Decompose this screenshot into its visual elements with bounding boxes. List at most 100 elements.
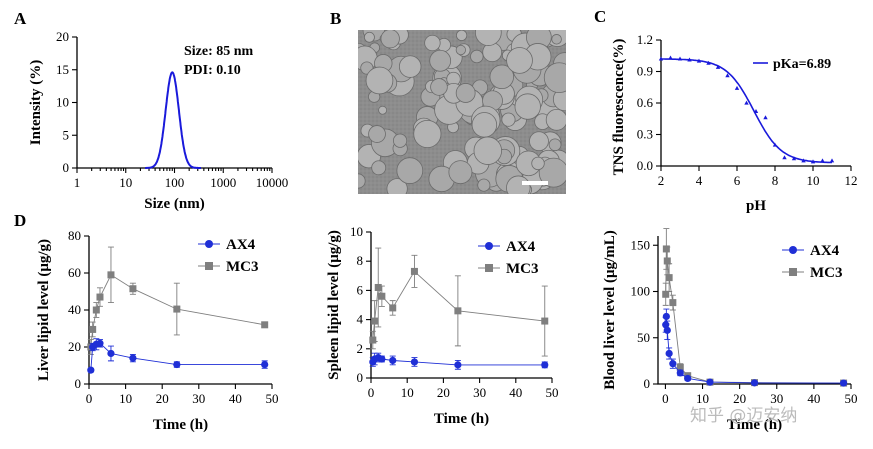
vesicle bbox=[471, 112, 498, 138]
chart-d3-blood-mc3-point bbox=[665, 274, 673, 282]
vesicle bbox=[506, 175, 531, 194]
chart-d3-blood-mc3-point bbox=[663, 257, 671, 265]
vesicle bbox=[371, 160, 387, 176]
chart-c-ytick-label: 0.6 bbox=[637, 95, 654, 110]
chart-d1-liver-ax4-point bbox=[261, 360, 269, 369]
chart-c-data-point bbox=[725, 73, 730, 78]
vesicle bbox=[429, 49, 452, 72]
vesicle bbox=[548, 138, 562, 152]
vesicle bbox=[386, 178, 408, 194]
chart-d3-blood-xtick-label: 40 bbox=[807, 391, 820, 406]
vesicle bbox=[506, 47, 533, 74]
chart-d2-spleen-ytick-label: 2 bbox=[357, 341, 364, 356]
chart-d2-spleen-ytick-label: 4 bbox=[357, 312, 364, 327]
vesicle bbox=[473, 136, 502, 165]
chart-c-xtick-label: 2 bbox=[658, 173, 665, 188]
chart-c-ytick-label: 0.0 bbox=[637, 158, 653, 173]
chart-d1-liver-ytick-label: 0 bbox=[75, 376, 82, 391]
vesicle bbox=[430, 78, 448, 96]
chart-d2-spleen-xtick-label: 0 bbox=[368, 385, 375, 400]
chart-d2-spleen-xlabel: Time (h) bbox=[434, 411, 489, 427]
chart-d2-spleen-mc3-point bbox=[374, 283, 382, 291]
chart-d2-spleen-ax4-point bbox=[389, 356, 397, 365]
vesicle bbox=[489, 64, 515, 90]
chart-d1-liver-legend-label: AX4 bbox=[226, 237, 256, 253]
chart-d3-blood-mc3-point bbox=[662, 245, 670, 253]
chart-d1-liver-mc3-point bbox=[173, 305, 181, 313]
vesicle bbox=[551, 34, 562, 45]
chart-d3-blood-ytick-label: 50 bbox=[637, 330, 650, 345]
chart-c-data-point bbox=[696, 58, 702, 63]
chart-d3-blood-xlabel: Time (h) bbox=[727, 417, 782, 433]
chart-a-xtick-label: 1 bbox=[74, 175, 81, 190]
chart-d3-blood-xtick-label: 10 bbox=[696, 391, 709, 406]
chart-d1-liver-xtick-label: 10 bbox=[119, 391, 132, 406]
vesicle bbox=[455, 83, 476, 103]
chart-d2-spleen-xtick-label: 40 bbox=[509, 385, 522, 400]
chart-a-xlabel: Size (nm) bbox=[144, 196, 204, 212]
panel-label-a: A bbox=[14, 9, 27, 28]
chart-d1-liver-legend-marker bbox=[205, 240, 213, 248]
chart-d3-blood-xtick-label: 20 bbox=[733, 391, 746, 406]
chart-d3-blood-ytick-label: 150 bbox=[631, 237, 651, 252]
chart-d1-liver-mc3-point bbox=[92, 306, 100, 314]
chart-d1-liver-mc3-point bbox=[96, 293, 104, 301]
scale-bar bbox=[522, 181, 548, 185]
vesicle bbox=[365, 66, 394, 95]
chart-d1-liver-xtick-label: 20 bbox=[156, 391, 169, 406]
chart-c-data-point bbox=[820, 158, 825, 163]
chart-d3-blood-ax4-point bbox=[750, 379, 759, 387]
chart-d1-liver-xtick-label: 0 bbox=[86, 391, 93, 406]
chart-d3-blood-ax4-line bbox=[665, 316, 844, 384]
vesicle bbox=[368, 125, 386, 143]
chart-d1-liver: 0 10 20 30 40 50 0 20 40 60 80 Time (h) Liver lipid … bbox=[36, 228, 279, 433]
vesicle bbox=[531, 156, 545, 171]
chart-d3-blood-ylabel: Blood liver level (μg/mL) bbox=[602, 230, 618, 389]
chart-d3-blood-ax4-point bbox=[676, 369, 684, 377]
watermark-text: 知乎 @迈安纳 bbox=[690, 406, 797, 426]
chart-d1-liver-ax4-point bbox=[87, 366, 95, 374]
vesicle bbox=[413, 119, 442, 148]
chart-a-ylabel: Intensity (%) bbox=[28, 60, 44, 145]
vesicle bbox=[545, 108, 566, 131]
chart-d3-blood-mc3-point bbox=[662, 290, 670, 298]
chart-d1-liver-legend-marker bbox=[205, 262, 213, 270]
chart-d1-liver-ytick-label: 80 bbox=[68, 228, 81, 243]
chart-d1-liver-ax4-point bbox=[96, 339, 104, 347]
chart-d3-blood-ytick-label: 0 bbox=[644, 376, 651, 391]
vesicle bbox=[455, 44, 466, 56]
chart-d2-spleen-mc3-point bbox=[410, 267, 418, 275]
tem-micrograph bbox=[358, 30, 566, 194]
chart-c-data-point bbox=[810, 159, 816, 164]
chart-d2-spleen-mc3-line bbox=[372, 270, 545, 341]
chart-d2-spleen-ytick-label: 6 bbox=[357, 282, 364, 297]
chart-c-data-point bbox=[706, 60, 711, 65]
chart-d1-liver-mc3-point bbox=[129, 285, 137, 293]
chart-d3-blood-xtick-label: 30 bbox=[770, 391, 783, 406]
vesicle bbox=[424, 34, 441, 52]
chart-c-xtick-label: 10 bbox=[807, 173, 820, 188]
chart-d1-liver-xtick-label: 40 bbox=[229, 391, 242, 406]
chart-d3-blood-ax4-point bbox=[684, 374, 692, 383]
vesicle bbox=[398, 55, 422, 78]
chart-d3-blood-legend-marker bbox=[789, 268, 797, 276]
chart-c-data-point bbox=[791, 156, 797, 161]
chart-a-xtick-label: 10000 bbox=[256, 175, 289, 190]
vesicle bbox=[380, 30, 400, 49]
vesicle bbox=[456, 30, 468, 41]
chart-c-data-point bbox=[801, 158, 806, 163]
chart-d1-liver-mc3-point bbox=[107, 271, 115, 279]
vesicle bbox=[538, 157, 566, 188]
chart-d2-spleen-ax4-point bbox=[454, 361, 462, 369]
chart-c-data-point bbox=[753, 109, 759, 113]
vesicle bbox=[477, 178, 491, 192]
chart-d3-blood-mc3-point bbox=[676, 363, 684, 371]
chart-a-ytick-label: 0 bbox=[63, 160, 70, 175]
panel-label-b: B bbox=[330, 9, 341, 28]
chart-d2-spleen-mc3-point bbox=[389, 304, 397, 312]
chart-d1-liver-ylabel: Liver lipid level (μg/g) bbox=[36, 239, 52, 381]
chart-d1-liver-mc3-point bbox=[89, 325, 97, 333]
chart-c-tns: 2 4 6 8 10 12 0.0 0.3 0.6 0.9 1.2 pH TNS fluorescenc… bbox=[611, 32, 858, 214]
chart-d2-spleen-ytick-label: 8 bbox=[357, 253, 364, 268]
chart-c-data-point bbox=[829, 158, 835, 163]
